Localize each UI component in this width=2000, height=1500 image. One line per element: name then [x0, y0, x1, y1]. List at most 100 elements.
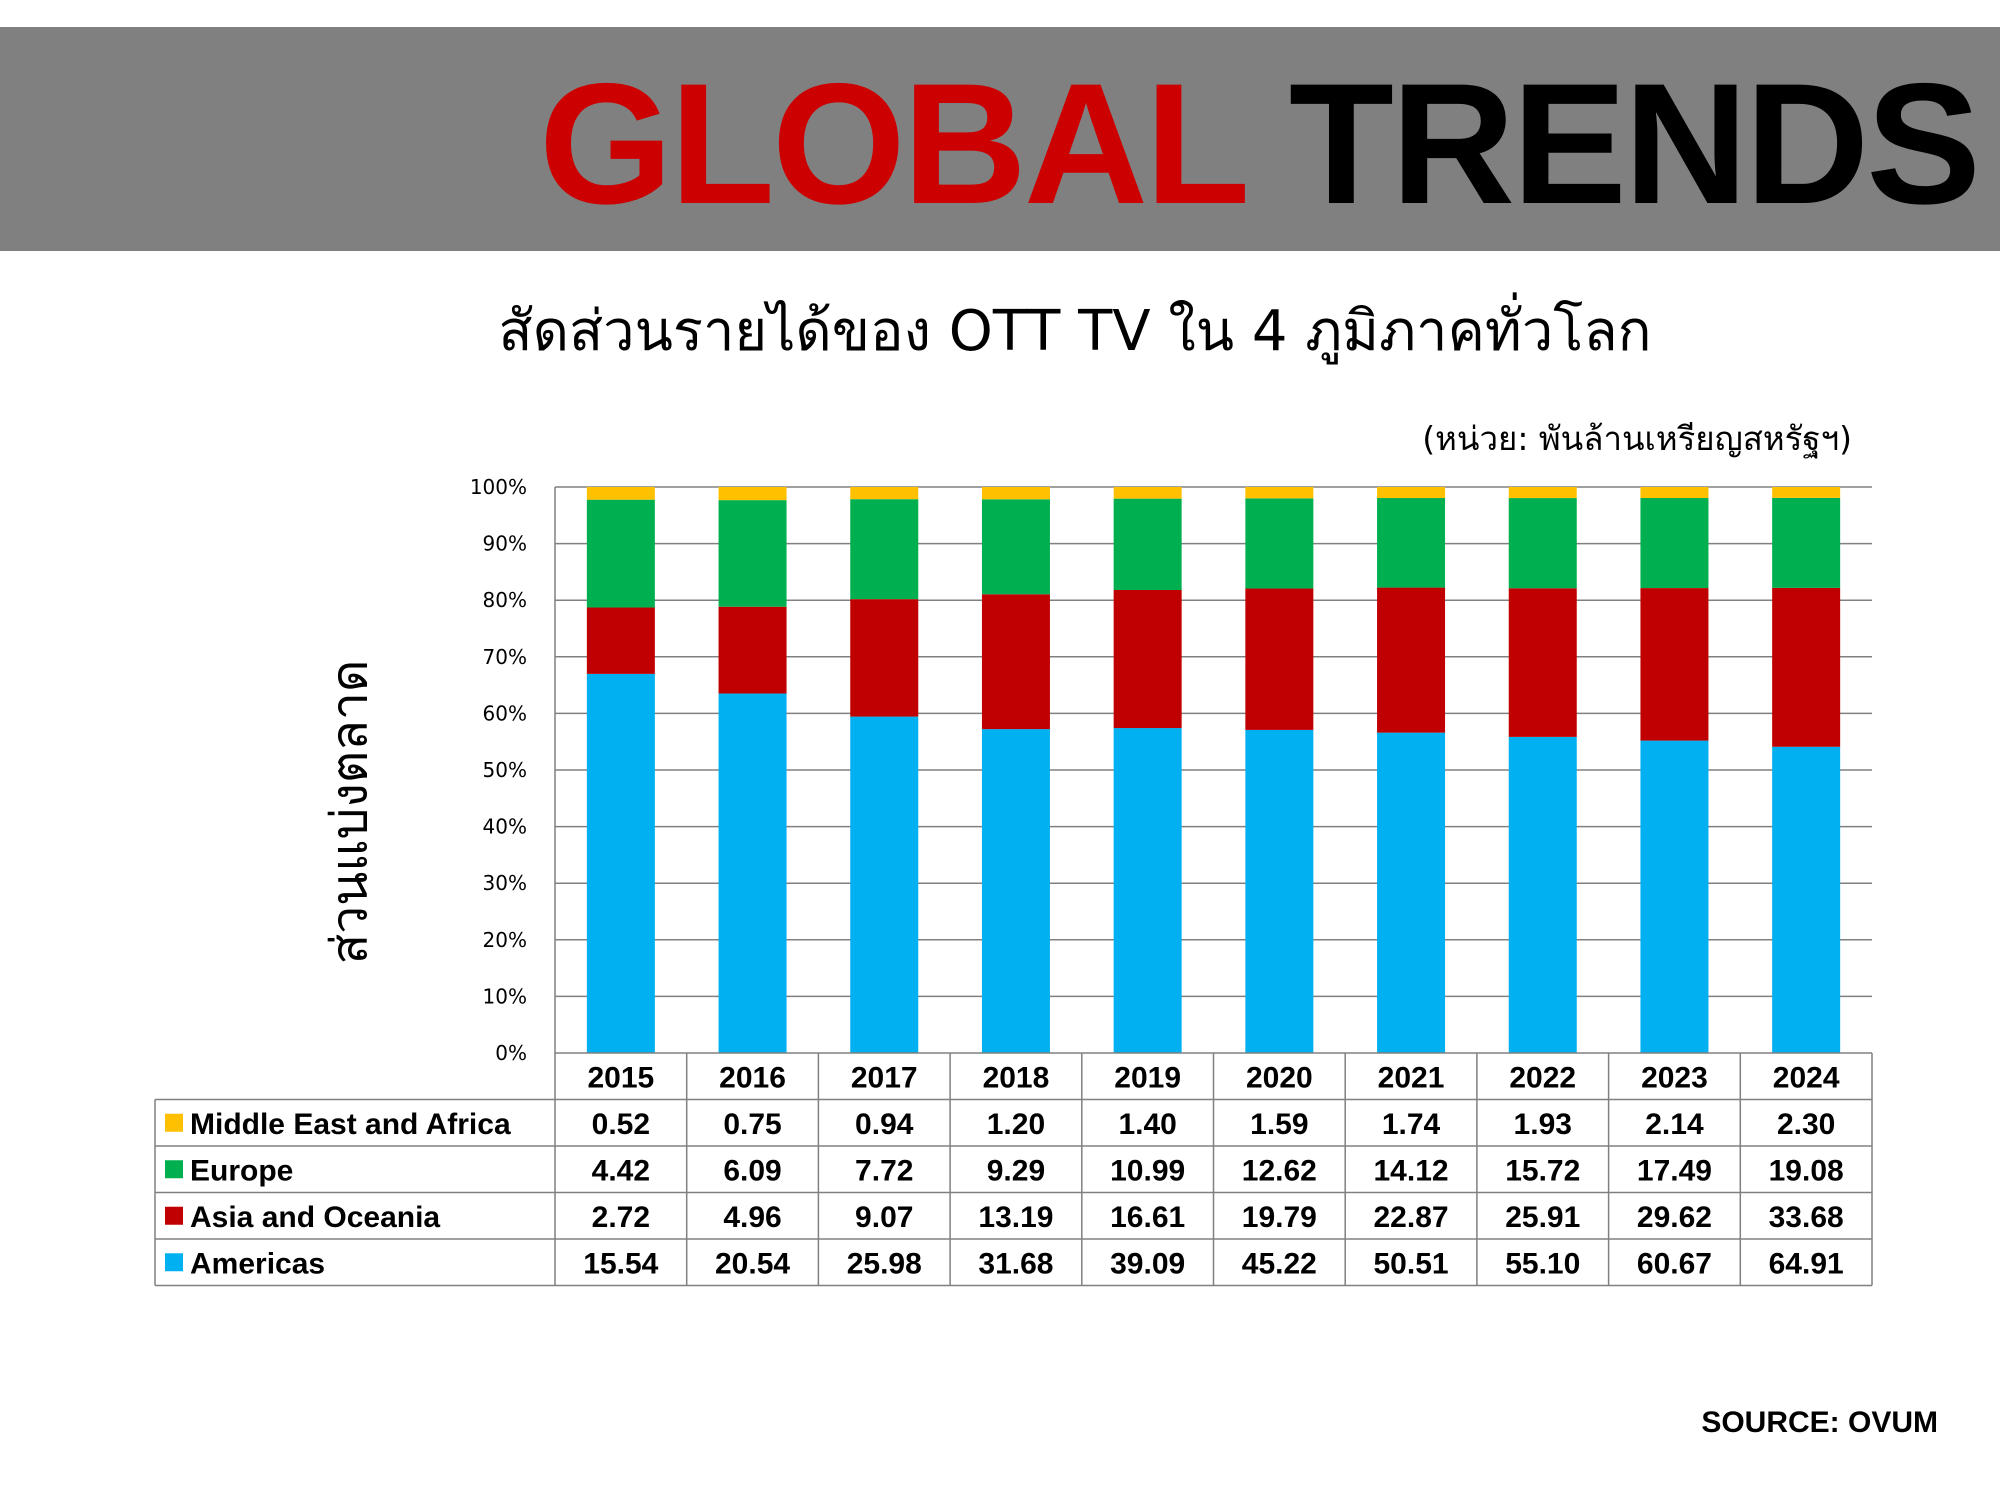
data-label: 2.14	[1645, 1108, 1704, 1141]
bar-segment	[586, 499, 655, 608]
bar-segment	[981, 499, 1050, 595]
bar-segment	[1508, 588, 1577, 737]
data-label: 9.07	[855, 1201, 913, 1234]
y-tick-label: 100%	[470, 475, 527, 499]
bar-segment	[586, 607, 655, 674]
data-label: 25.98	[847, 1247, 922, 1280]
bar-segment	[718, 606, 787, 694]
x-tick-label: 2020	[1246, 1061, 1313, 1094]
y-tick-label: 30%	[483, 871, 527, 895]
y-tick-label: 0%	[495, 1041, 527, 1065]
bar-segment	[1508, 736, 1577, 1053]
bar-segment	[1245, 588, 1314, 730]
x-tick-label: 2021	[1378, 1061, 1445, 1094]
data-label: 0.52	[592, 1108, 650, 1141]
page-title: GLOBAL TRENDS	[539, 48, 1981, 240]
data-label: 45.22	[1242, 1247, 1317, 1280]
bar-segment	[718, 500, 787, 607]
bar-segment	[850, 599, 919, 717]
bar-segment	[981, 729, 1050, 1053]
legend-label: Americas	[190, 1247, 325, 1280]
bar-segment	[1640, 498, 1709, 589]
bar-segment	[1377, 487, 1446, 499]
legend-swatch	[165, 1206, 183, 1225]
y-tick-label: 50%	[483, 758, 527, 782]
bar-segment	[1640, 588, 1709, 741]
bar-segment	[850, 716, 919, 1053]
legend-label: Europe	[190, 1154, 293, 1187]
bar-segment	[1377, 732, 1446, 1053]
title-word-global: GLOBAL	[539, 48, 1247, 240]
bar-segment	[850, 487, 919, 500]
data-label: 10.99	[1110, 1154, 1185, 1187]
y-tick-label: 80%	[483, 588, 527, 612]
x-tick-label: 2023	[1641, 1061, 1708, 1094]
data-label: 2.72	[592, 1201, 650, 1234]
bar-segment	[1772, 587, 1841, 747]
data-label: 16.61	[1110, 1201, 1185, 1234]
bar-segment	[981, 487, 1050, 500]
legend-swatch	[165, 1113, 183, 1132]
data-label: 60.67	[1637, 1247, 1712, 1280]
data-label: 12.62	[1242, 1154, 1317, 1187]
x-tick-label: 2019	[1114, 1061, 1181, 1094]
legend-label: Asia and Oceania	[190, 1201, 440, 1234]
y-tick-label: 70%	[483, 645, 527, 669]
y-tick-label: 20%	[483, 928, 527, 952]
bar-segment	[586, 487, 655, 500]
bar-segment	[1245, 729, 1314, 1053]
data-label: 0.94	[855, 1108, 914, 1141]
data-label: 1.74	[1382, 1108, 1441, 1141]
bar-segment	[718, 693, 787, 1053]
data-label: 2.30	[1777, 1108, 1835, 1141]
chart-title: สัดส่วนรายได้ของ OTT TV ใน 4 ภูมิภาคทั่ว…	[498, 299, 1652, 364]
bar-segment	[1113, 498, 1182, 590]
data-label: 19.08	[1769, 1154, 1844, 1187]
data-label: 14.12	[1374, 1154, 1449, 1187]
data-label: 20.54	[715, 1247, 790, 1280]
y-tick-label: 60%	[483, 701, 527, 725]
y-tick-label: 10%	[483, 984, 527, 1008]
data-label: 29.62	[1637, 1201, 1712, 1234]
data-label: 7.72	[855, 1154, 913, 1187]
data-label: 1.59	[1250, 1108, 1308, 1141]
bar-segment	[1113, 728, 1182, 1053]
bar-segment	[718, 487, 787, 501]
data-label: 4.96	[723, 1201, 781, 1234]
bar-segment	[1772, 497, 1841, 588]
bar-segment	[1640, 740, 1709, 1053]
data-label: 50.51	[1374, 1247, 1449, 1280]
data-label: 55.10	[1505, 1247, 1580, 1280]
x-tick-label: 2024	[1773, 1061, 1840, 1094]
x-tick-label: 2015	[587, 1061, 654, 1094]
data-label: 39.09	[1110, 1247, 1185, 1280]
bar-segment	[1377, 587, 1446, 733]
bar-segment	[850, 499, 919, 600]
bar-segment	[1113, 487, 1182, 499]
x-tick-label: 2022	[1509, 1061, 1576, 1094]
x-tick-label: 2016	[719, 1061, 786, 1094]
x-tick-label: 2018	[983, 1061, 1050, 1094]
legend-swatch	[165, 1160, 183, 1179]
data-label: 15.54	[583, 1247, 658, 1280]
bar-segment	[981, 594, 1050, 730]
data-label: 1.20	[987, 1108, 1045, 1141]
bar-segment	[1772, 746, 1841, 1053]
data-label: 25.91	[1505, 1201, 1580, 1234]
data-label: 13.19	[978, 1201, 1053, 1234]
unit-note: (หน่วย: พันล้านเหรียญสหรัฐฯ)	[1422, 419, 1852, 458]
data-label: 19.79	[1242, 1201, 1317, 1234]
y-tick-label: 40%	[483, 815, 527, 839]
bar-segment	[1113, 589, 1182, 729]
data-label: 31.68	[978, 1247, 1053, 1280]
bar-segment	[586, 673, 655, 1053]
x-tick-label: 2017	[851, 1061, 918, 1094]
data-label: 33.68	[1769, 1201, 1844, 1234]
bar-segment	[1245, 487, 1314, 499]
data-label: 9.29	[987, 1154, 1045, 1187]
legend-label: Middle East and Africa	[190, 1108, 511, 1141]
bar-segment	[1508, 487, 1577, 499]
data-label: 15.72	[1505, 1154, 1580, 1187]
data-label: 1.40	[1118, 1108, 1176, 1141]
